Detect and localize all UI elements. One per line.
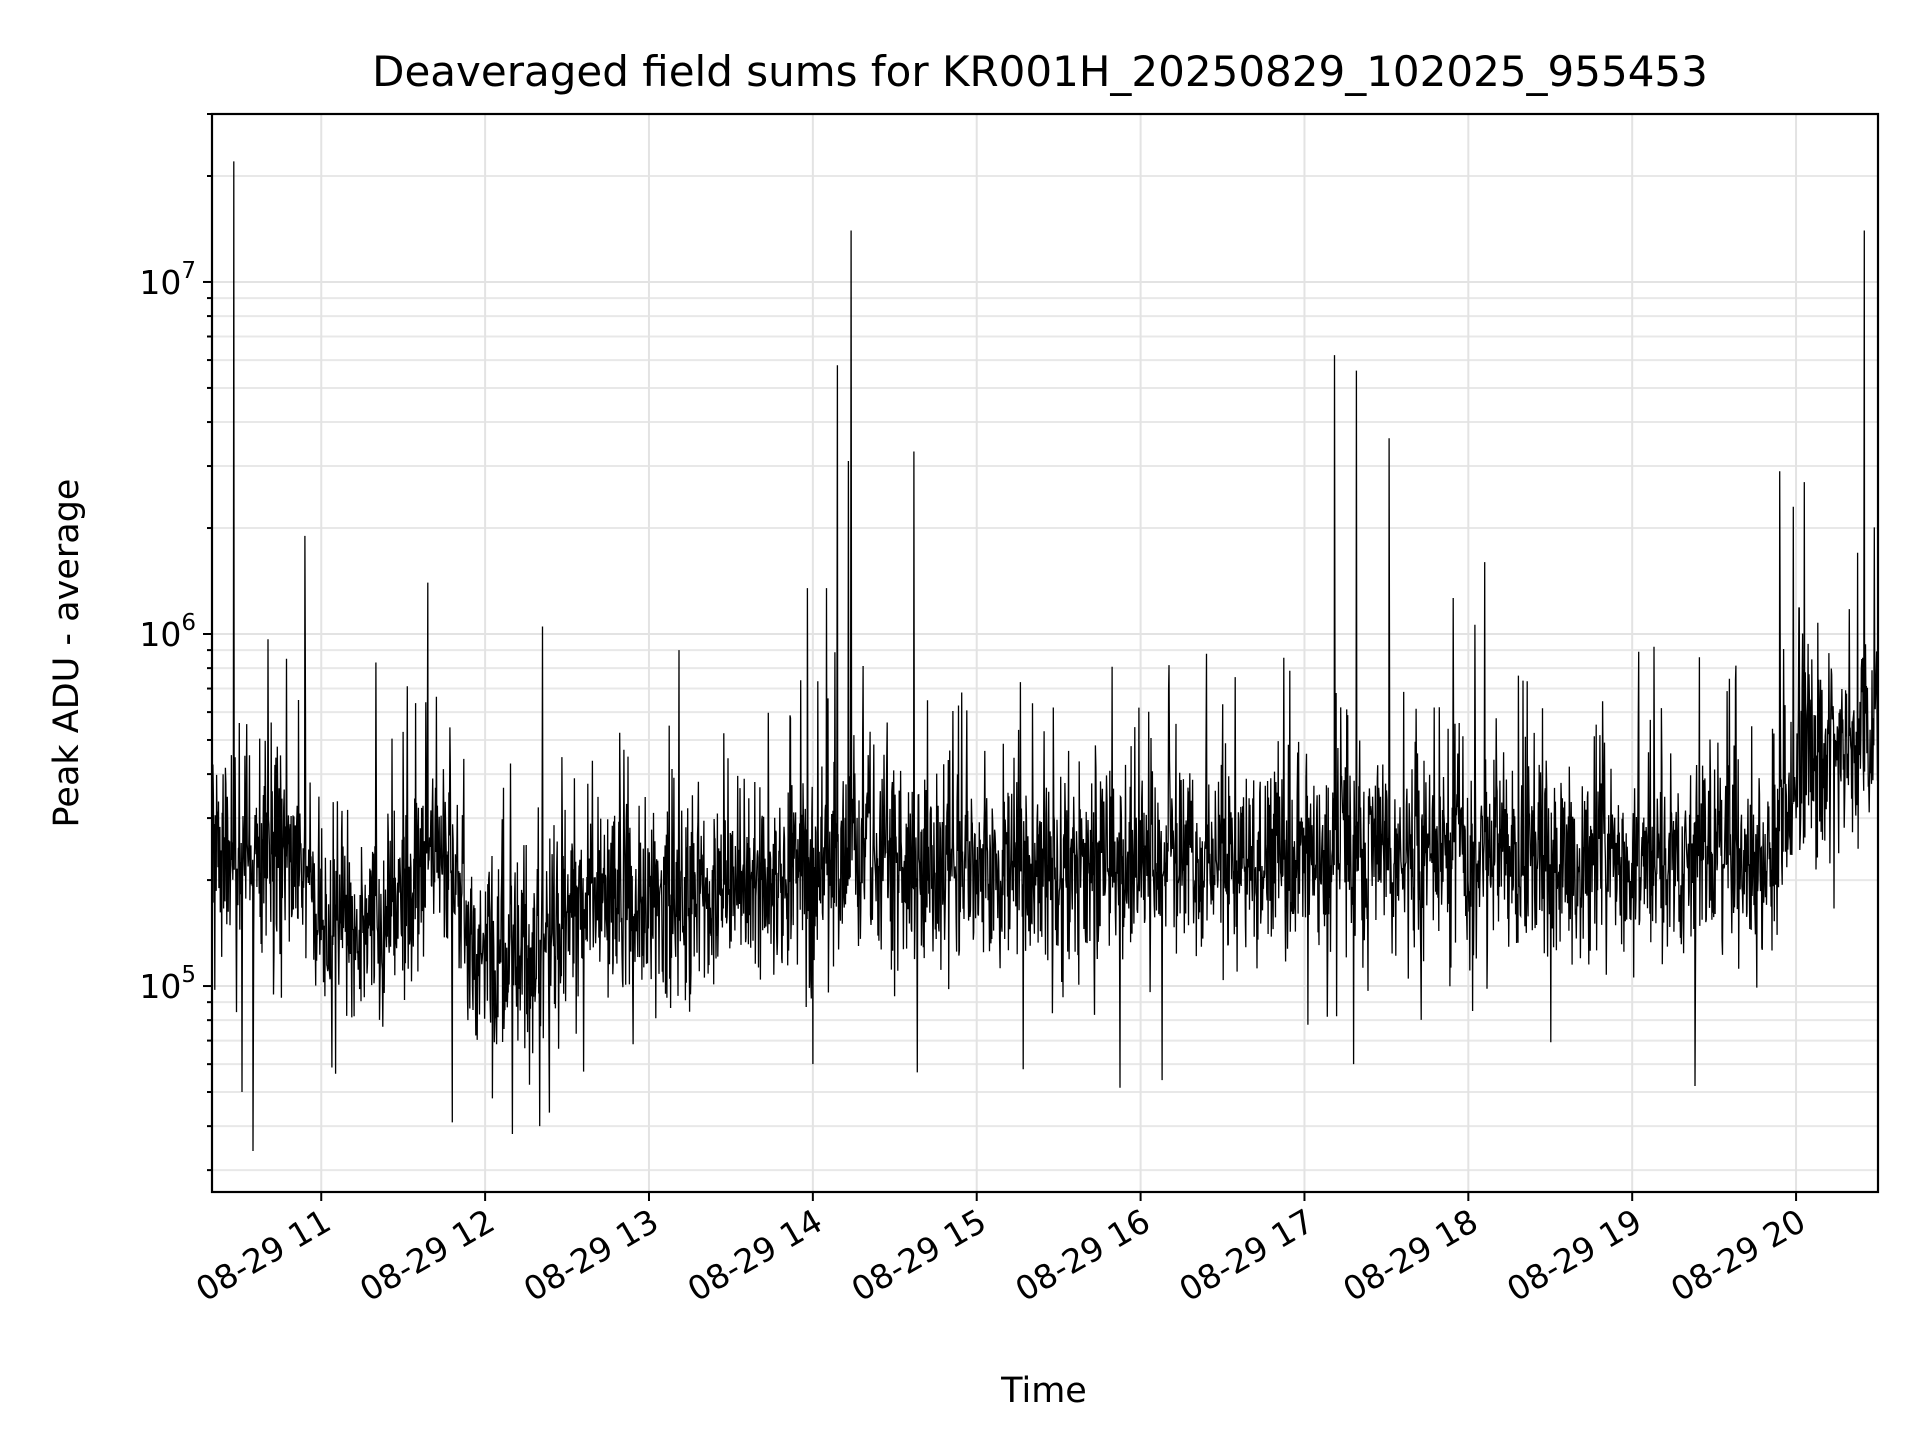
y-tick-label: 105 [139, 962, 196, 1006]
chart-title: Deaveraged field sums for KR001H_2025082… [372, 47, 1708, 96]
x-axis-label: Time [1000, 1371, 1087, 1411]
y-axis: 105 106 107 [139, 113, 212, 1172]
series-line [211, 161, 1879, 1152]
y-tick-label: 106 [139, 610, 196, 654]
y-tick-label: 107 [139, 258, 196, 302]
series [211, 161, 1879, 1152]
y-axis-label: Peak ADU - average [47, 479, 87, 828]
plot-frame [210, 112, 1880, 1194]
